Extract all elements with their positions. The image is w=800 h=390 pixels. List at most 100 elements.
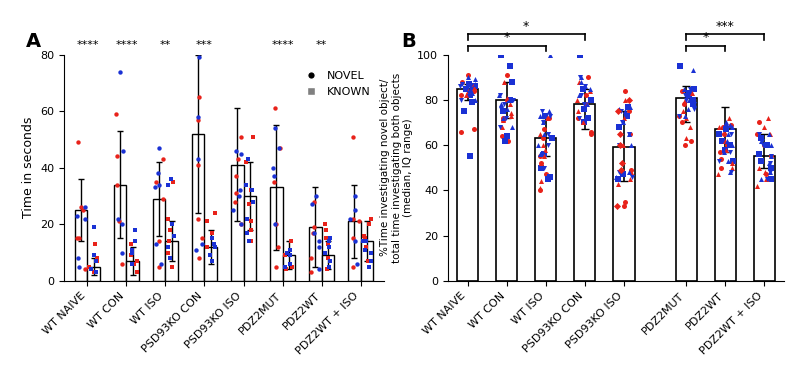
Point bbox=[718, 137, 731, 144]
Point bbox=[682, 90, 695, 96]
Point bbox=[283, 246, 296, 253]
Point bbox=[349, 207, 362, 213]
Point bbox=[130, 258, 143, 264]
Point bbox=[362, 221, 375, 227]
Point bbox=[713, 131, 726, 137]
Point bbox=[322, 244, 335, 250]
Point bbox=[163, 227, 176, 233]
Point bbox=[725, 169, 738, 176]
Point bbox=[191, 215, 204, 222]
Point bbox=[579, 115, 592, 121]
Point bbox=[534, 165, 547, 171]
Point bbox=[240, 182, 253, 188]
Point bbox=[112, 215, 125, 222]
Point bbox=[114, 69, 126, 75]
Point bbox=[467, 126, 480, 132]
Point bbox=[468, 76, 481, 83]
Bar bbox=[457, 89, 478, 281]
Point bbox=[166, 179, 179, 185]
Y-axis label: Time in seconds: Time in seconds bbox=[22, 117, 34, 218]
Point bbox=[129, 238, 142, 244]
Point bbox=[78, 215, 91, 222]
Point bbox=[469, 97, 482, 103]
Text: **: ** bbox=[316, 40, 327, 50]
Point bbox=[162, 215, 174, 222]
Point bbox=[233, 193, 246, 199]
Point bbox=[501, 72, 514, 78]
Point bbox=[72, 255, 85, 261]
Point bbox=[346, 264, 359, 270]
Point bbox=[278, 264, 291, 270]
Point bbox=[578, 83, 591, 89]
Point bbox=[117, 147, 130, 154]
Point bbox=[200, 244, 213, 250]
Point bbox=[753, 151, 766, 157]
Point bbox=[321, 266, 334, 273]
Bar bbox=[205, 247, 217, 281]
Point bbox=[234, 221, 247, 227]
Point bbox=[578, 106, 590, 112]
Point bbox=[537, 119, 550, 126]
Point bbox=[110, 182, 123, 188]
Point bbox=[307, 230, 320, 236]
Point bbox=[455, 97, 468, 103]
Point bbox=[539, 147, 552, 153]
Point bbox=[463, 90, 476, 96]
Point bbox=[234, 151, 247, 157]
Point bbox=[763, 176, 776, 182]
Point bbox=[718, 149, 730, 155]
Point bbox=[307, 224, 320, 230]
Point bbox=[157, 156, 170, 162]
Point bbox=[365, 258, 378, 264]
Point bbox=[115, 261, 128, 267]
Point bbox=[494, 106, 507, 112]
Text: ****: **** bbox=[76, 40, 98, 50]
Point bbox=[572, 115, 585, 121]
Bar bbox=[309, 227, 322, 281]
Point bbox=[618, 115, 630, 121]
Point bbox=[612, 181, 625, 187]
Point bbox=[718, 131, 730, 137]
Point bbox=[625, 167, 638, 173]
Point bbox=[350, 261, 363, 267]
Point bbox=[762, 115, 774, 121]
Point bbox=[585, 131, 598, 137]
Point bbox=[306, 201, 318, 207]
Point bbox=[542, 142, 554, 148]
Point bbox=[285, 238, 298, 244]
Point bbox=[497, 115, 510, 121]
Point bbox=[234, 133, 247, 140]
Point bbox=[344, 215, 357, 222]
Point bbox=[538, 131, 550, 137]
Point bbox=[618, 203, 630, 209]
Point bbox=[753, 131, 766, 137]
Point bbox=[752, 119, 765, 126]
Text: *: * bbox=[523, 20, 530, 33]
Point bbox=[537, 135, 550, 142]
Point bbox=[310, 193, 322, 199]
Point bbox=[574, 74, 586, 80]
Point bbox=[247, 133, 260, 140]
Point bbox=[678, 97, 691, 103]
Point bbox=[751, 183, 764, 189]
Point bbox=[283, 252, 296, 259]
Text: ****: **** bbox=[115, 40, 138, 50]
Point bbox=[722, 115, 735, 121]
Bar bbox=[361, 241, 373, 281]
Point bbox=[534, 187, 546, 193]
Point bbox=[534, 160, 547, 166]
Point bbox=[763, 160, 776, 166]
Point bbox=[318, 221, 331, 227]
Point bbox=[574, 79, 587, 85]
Point bbox=[468, 85, 481, 92]
Point bbox=[226, 207, 239, 213]
Point bbox=[537, 142, 550, 148]
Point bbox=[535, 178, 548, 184]
Point bbox=[239, 159, 252, 165]
Point bbox=[688, 101, 701, 108]
Point bbox=[280, 250, 293, 256]
Point bbox=[500, 97, 513, 103]
Point bbox=[506, 79, 518, 85]
Point bbox=[726, 142, 738, 148]
Point bbox=[672, 113, 685, 119]
